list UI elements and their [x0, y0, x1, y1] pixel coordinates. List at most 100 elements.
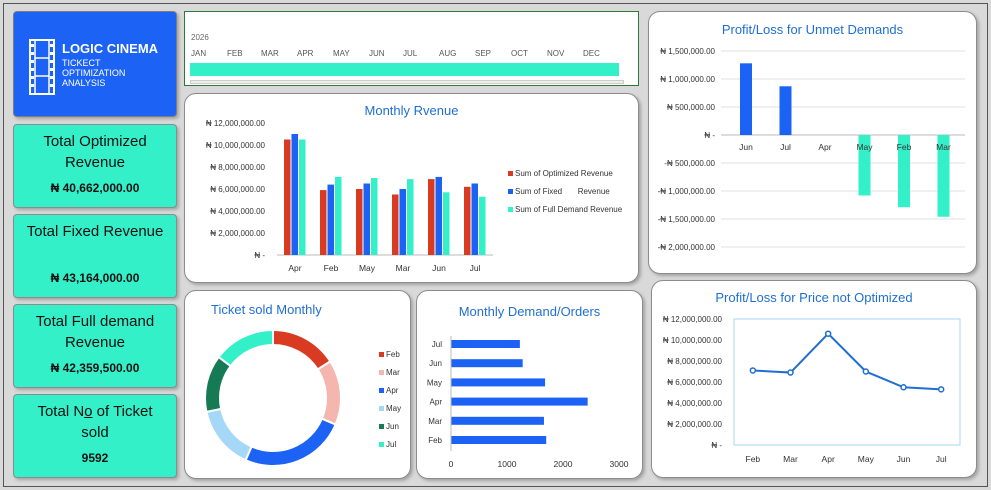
chart-title: Monthly Rvenue — [364, 103, 459, 118]
x-tick-label: May — [359, 263, 376, 273]
demand-orders-chart: Jul Jun May Apr Mar Feb 0 1000 2000 3000 — [427, 336, 629, 469]
x-tick-label: Apr — [288, 263, 301, 273]
y-tick-label: Jul — [432, 340, 442, 349]
y-tick-label: ₦ 4,000,000.00 — [667, 399, 722, 408]
kpi-total-fixed-revenue: Total Fixed Revenue ₦ 43,164,000.00 — [13, 214, 177, 298]
x-tick-label: 1000 — [498, 459, 517, 469]
point-mar — [787, 369, 794, 376]
kpi-total-optimized-revenue: Total Optimized Revenue ₦ 40,662,000.00 — [13, 124, 177, 208]
y-tick-label: ₦ 10,000,000.00 — [663, 336, 723, 345]
bar-mar-1 — [399, 189, 406, 255]
legend-label: Sum of Fixed Revenue — [515, 187, 610, 196]
bar-mar — [451, 416, 544, 425]
timeline-selection-bar[interactable] — [190, 63, 619, 76]
month-timeline-slicer[interactable]: 2026 JAN FEB MAR APR MAY JUN JUL AUG SEP OCT NOV DE… — [184, 11, 639, 86]
point-apr — [824, 330, 832, 337]
timeline-month-nov[interactable]: NOV — [547, 49, 565, 58]
y-tick-label: Jun — [429, 359, 442, 368]
y-tick-label: ₦ - — [704, 131, 715, 140]
timeline-month-feb[interactable]: FEB — [227, 49, 243, 58]
legend-label: Jul — [386, 440, 396, 449]
x-tick-label: Jul — [936, 454, 947, 464]
bar-jul-1 — [471, 183, 478, 255]
timeline-month-apr[interactable]: APR — [297, 49, 314, 58]
kpi-total-full-demand-revenue: Total Full demand Revenue ₦ 42,359,500.0… — [13, 304, 177, 388]
x-tick-label: Feb — [324, 263, 339, 273]
kpi-title: Total Full demand Revenue — [35, 313, 155, 351]
bar-jun-0 — [428, 179, 435, 255]
bar-jul-2 — [479, 196, 486, 255]
series-line — [752, 332, 942, 391]
bar-may — [858, 135, 871, 196]
bar-feb — [898, 135, 910, 208]
brand-name: LOGIC CINEMA — [62, 41, 159, 56]
y-tick-label: ₦ 2,000,000.00 — [210, 229, 265, 238]
bar-feb — [451, 436, 547, 444]
timeline-month-jun[interactable]: JUN — [369, 49, 385, 58]
legend-swatch — [508, 171, 513, 176]
timeline-month-jul[interactable]: JUL — [403, 49, 418, 58]
y-tick-label: May — [427, 378, 442, 387]
timeline-month-aug[interactable]: AUG — [439, 49, 457, 58]
slice-mar — [316, 360, 342, 426]
timeline-month-mar[interactable]: MAR — [261, 49, 279, 58]
bar-apr-2 — [299, 139, 306, 255]
timeline-month-sep[interactable]: SEP — [475, 49, 492, 58]
bar-apr-0 — [284, 139, 291, 255]
bar-mar — [937, 135, 950, 217]
bar-jun — [451, 359, 523, 368]
bar-may-0 — [356, 189, 363, 255]
y-tick-label: ₦ 12,000,000.00 — [206, 119, 266, 128]
x-tick-label: 2000 — [554, 459, 573, 469]
bar-feb-0 — [320, 190, 327, 255]
kpi-title: Total Fixed Revenue — [26, 223, 164, 240]
legend-swatch — [508, 189, 513, 194]
y-tick-label: -₦ 1,500,000.00 — [658, 215, 716, 224]
slice-apr — [244, 417, 337, 467]
bar-jun-2 — [443, 192, 450, 255]
legend-label: Apr — [386, 386, 399, 395]
y-tick-label: -₦ 1,000,000.00 — [658, 187, 716, 196]
bar-may — [451, 378, 546, 387]
profit-unmet-chart: ₦ 1,500,000.00 ₦ 1,000,000.00 ₦ 500,000.00… — [658, 47, 965, 252]
legend-swatch — [379, 424, 384, 429]
timeline-year: 2026 — [191, 33, 209, 42]
chart-title: Profit/Loss for Unmet Demands — [721, 22, 904, 37]
y-tick-label: ₦ 500,000.00 — [667, 103, 716, 112]
timeline-scrollbar[interactable] — [190, 80, 624, 84]
timeline-month-oct[interactable]: OCT — [511, 49, 528, 58]
x-tick-label: Mar — [936, 142, 951, 152]
legend-swatch — [379, 352, 384, 357]
kpi-value: ₦ 43,164,000.00 — [50, 271, 140, 285]
bar-apr — [451, 397, 588, 406]
y-tick-label: Apr — [430, 398, 443, 407]
timeline-month-jan[interactable]: JAN — [191, 49, 207, 58]
bar-jul-0 — [464, 186, 471, 255]
slice-feb — [272, 328, 332, 371]
legend-label: Feb — [386, 350, 400, 359]
slice-may — [205, 407, 253, 462]
chart-title: Profit/Loss for Price not Optimized — [715, 290, 913, 305]
bar-jul — [451, 340, 520, 348]
film-strip-icon — [29, 39, 55, 95]
bar-apr-1 — [291, 134, 298, 255]
legend-swatch — [379, 388, 384, 393]
y-tick-label: ₦ 12,000,000.00 — [663, 315, 723, 324]
profit-price-chart: ₦ 12,000,000.00 ₦ 10,000,000.00 ₦ 8,000,00… — [663, 315, 961, 464]
bar-may-1 — [363, 183, 370, 255]
point-jul — [937, 386, 945, 393]
point-jun — [900, 384, 907, 391]
y-tick-label: ₦ - — [711, 441, 722, 450]
profit-price-panel: Profit/Loss for Price not Optimized ₦ 12… — [651, 280, 977, 478]
chart-title: Ticket sold Monthly — [211, 302, 322, 317]
x-tick-label: May — [858, 454, 875, 464]
legend-label: Sum of Optimized Revenue — [515, 169, 613, 178]
brand-tile: LOGIC CINEMA TICKECT OPTIMIZATION ANALYS… — [13, 11, 177, 117]
x-tick-label: Mar — [396, 263, 411, 273]
demand-orders-panel: Monthly Demand/Orders Jul Jun May Apr Mar Feb… — [416, 290, 643, 479]
y-tick-label: ₦ 8,000,000.00 — [667, 357, 722, 366]
timeline-month-may[interactable]: MAY — [333, 49, 350, 58]
timeline-month-dec[interactable]: DEC — [583, 49, 600, 58]
x-tick-label: May — [856, 142, 873, 152]
chart-title: Monthly Demand/Orders — [458, 304, 601, 319]
